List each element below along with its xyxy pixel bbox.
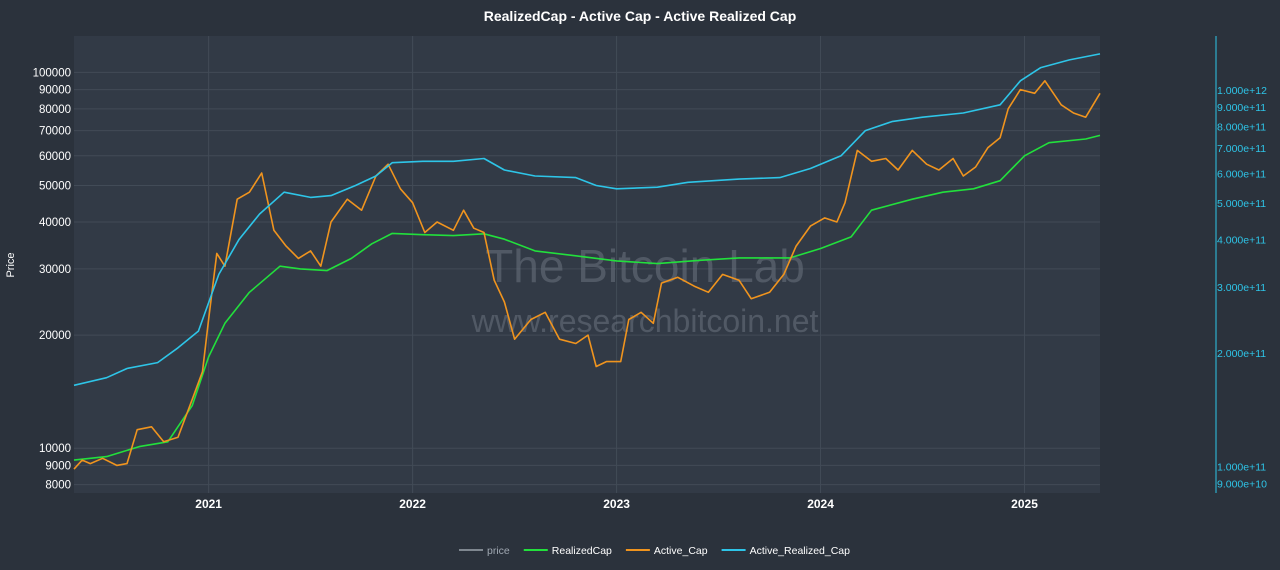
y2-tick-label: 3.000e+11 bbox=[1217, 282, 1266, 294]
y-tick-label: 8000 bbox=[45, 480, 71, 492]
chart-title: RealizedCap - Active Cap - Active Realiz… bbox=[484, 8, 797, 24]
y-axis-left: 100000 90000 80000 70000 60000 50000 40000 3000… bbox=[33, 67, 71, 491]
y-tick-label: 10000 bbox=[39, 443, 71, 455]
x-tick-label: 2021 bbox=[195, 497, 222, 511]
y-tick-label: 50000 bbox=[39, 181, 71, 193]
y2-tick-label: 1.000e+11 bbox=[1217, 461, 1266, 473]
legend-item-active-realized-cap[interactable]: Active_Realized_Cap bbox=[721, 545, 851, 557]
legend-item-realizedcap[interactable]: RealizedCap bbox=[523, 545, 612, 557]
y2-tick-label: 5.000e+11 bbox=[1217, 198, 1266, 210]
y2-tick-label: 7.000e+11 bbox=[1217, 143, 1266, 155]
y2-tick-label: 4.000e+11 bbox=[1217, 235, 1266, 247]
legend-label: Active_Cap bbox=[654, 545, 708, 557]
y2-tick-label: 8.000e+11 bbox=[1217, 121, 1266, 133]
series-layer bbox=[73, 53, 1101, 470]
y-axis-label: Price bbox=[5, 252, 17, 277]
watermark-url: www.researchbitcoin.net bbox=[471, 303, 819, 339]
x-axis: 2021 2022 2023 2024 2025 bbox=[195, 497, 1038, 511]
watermark: The Bitcoin Lab www.researchbitcoin.net bbox=[471, 240, 819, 339]
y-tick-label: 100000 bbox=[33, 67, 71, 79]
y-axis-right: 1.000e+12 9.000e+11 8.000e+11 7.000e+11 6.00… bbox=[1217, 85, 1267, 491]
legend-item-active-cap[interactable]: Active_Cap bbox=[625, 545, 708, 557]
y-tick-label: 9000 bbox=[45, 460, 71, 472]
series-line-realizedcap bbox=[73, 134, 1101, 461]
y2-tick-label: 6.000e+11 bbox=[1217, 168, 1266, 180]
y2-tick-label: 2.000e+11 bbox=[1217, 348, 1266, 360]
plot-area bbox=[74, 36, 1100, 493]
legend-label: RealizedCap bbox=[552, 545, 612, 557]
y-tick-label: 90000 bbox=[39, 85, 71, 97]
y-tick-label: 60000 bbox=[39, 151, 71, 163]
y-tick-label: 40000 bbox=[39, 217, 71, 229]
series-line-active-cap bbox=[73, 80, 1101, 470]
grid bbox=[74, 36, 1100, 493]
y2-tick-label: 1.000e+12 bbox=[1217, 85, 1267, 97]
y-tick-label: 70000 bbox=[39, 126, 71, 138]
legend-label: price bbox=[487, 545, 510, 557]
watermark-title: The Bitcoin Lab bbox=[485, 240, 805, 292]
legend-item-price[interactable]: price bbox=[459, 545, 510, 557]
x-tick-label: 2024 bbox=[807, 497, 834, 511]
x-tick-label: 2022 bbox=[399, 497, 426, 511]
y-tick-label: 20000 bbox=[39, 330, 71, 342]
legend-label: Active_Realized_Cap bbox=[750, 545, 851, 557]
y2-tick-label: 9.000e+11 bbox=[1217, 102, 1266, 114]
x-tick-label: 2023 bbox=[603, 497, 630, 511]
legend[interactable]: price RealizedCap Active_Cap Active_Realize… bbox=[459, 545, 850, 557]
y-tick-label: 80000 bbox=[39, 104, 71, 116]
x-tick-label: 2025 bbox=[1011, 497, 1038, 511]
y-tick-label: 30000 bbox=[39, 264, 71, 276]
series-line-active-realized-cap bbox=[73, 53, 1101, 387]
y2-tick-label: 9.000e+10 bbox=[1217, 479, 1267, 491]
